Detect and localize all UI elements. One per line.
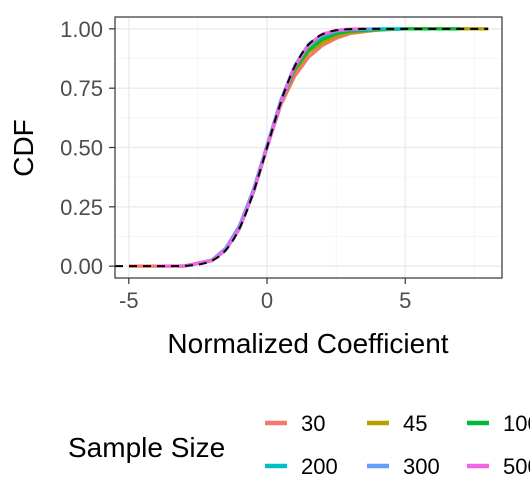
y-tick-label: 1.00 (60, 17, 103, 42)
legend-label-45: 45 (403, 411, 427, 436)
legend-label-100: 100 (503, 411, 530, 436)
y-tick-label: 0.75 (60, 76, 103, 101)
y-tick-label: 0.50 (60, 136, 103, 161)
y-tick-label: 0.25 (60, 195, 103, 220)
legend-label-500: 500 (503, 454, 530, 479)
y-axis-title: CDF (8, 119, 39, 177)
x-axis-title: Normalized Coefficient (167, 328, 448, 359)
x-tick-label: 5 (399, 288, 411, 313)
legend-label-30: 30 (301, 411, 325, 436)
y-tick-label: 0.00 (60, 254, 103, 279)
legend: Sample Size 30 45 100 200 300 500 (68, 411, 530, 479)
y-axis-ticks: 0.00 0.25 0.50 0.75 1.00 (60, 17, 115, 279)
reference-normal-cdf-line (115, 27, 489, 268)
x-tick-label: 0 (261, 288, 273, 313)
x-axis-ticks: -5 0 5 (119, 278, 411, 313)
legend-title: Sample Size (68, 432, 225, 463)
legend-label-300: 300 (403, 454, 440, 479)
legend-label-200: 200 (301, 454, 338, 479)
x-tick-label: -5 (119, 288, 139, 313)
